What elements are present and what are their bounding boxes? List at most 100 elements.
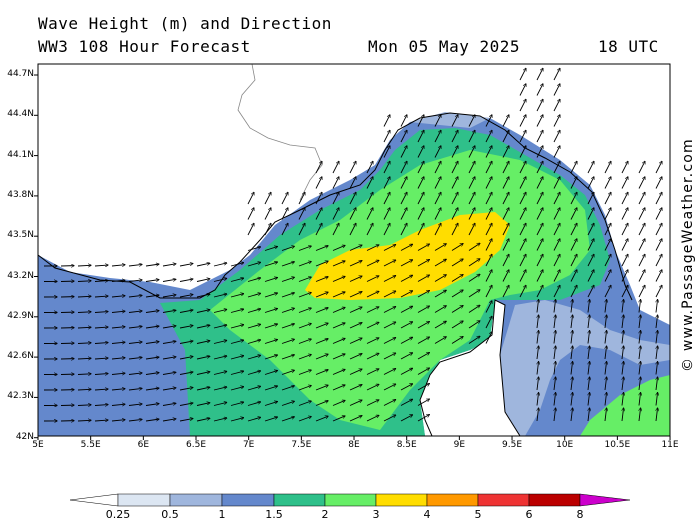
wave-arrow <box>77 281 91 282</box>
wave-arrow <box>655 192 662 205</box>
wave-arrow <box>656 346 658 360</box>
wave-arrow <box>281 355 294 360</box>
wave-arrow <box>400 275 412 282</box>
wave-arrow <box>400 384 412 391</box>
lat-label: 42.3N <box>7 391 34 402</box>
wave-arrow <box>383 161 390 174</box>
wave-arrow <box>128 404 142 406</box>
wave-arrow <box>213 371 227 375</box>
wave-arrow <box>298 339 311 344</box>
wave-arrow <box>179 419 193 422</box>
wave-arrow <box>451 130 458 143</box>
wave-arrow <box>315 339 328 344</box>
wave-arrow <box>588 331 590 344</box>
wave-arrow <box>145 388 159 391</box>
wave-arrow <box>656 377 658 391</box>
wave-arrow <box>162 295 176 298</box>
wave-arrow <box>162 419 176 422</box>
wave-arrow <box>400 337 412 344</box>
wave-arrow <box>383 208 390 220</box>
wave-arrow <box>383 353 396 360</box>
wave-arrow <box>554 393 556 406</box>
wave-arrow <box>400 223 407 236</box>
wave-arrow <box>145 357 159 360</box>
wave-arrow <box>332 400 345 406</box>
wave-arrow <box>145 342 159 344</box>
wave-arrow <box>77 358 91 359</box>
wave-arrow <box>622 331 624 344</box>
wave-arrow <box>298 370 311 375</box>
wave-arrow <box>451 146 458 158</box>
wave-arrow <box>264 340 277 344</box>
wave-arrow <box>332 292 345 298</box>
lon-label: 6.5E <box>186 440 206 450</box>
wave-arrow <box>570 161 577 174</box>
wave-arrow <box>417 260 429 267</box>
wave-arrow <box>588 362 590 375</box>
wave-arrow <box>213 263 227 267</box>
wave-arrow <box>247 324 260 329</box>
wave-arrow <box>315 161 322 174</box>
wave-arrow <box>622 300 624 313</box>
wave-arrow <box>570 192 577 205</box>
wave-arrow <box>298 308 311 313</box>
wave-arrow <box>536 161 543 174</box>
wave-arrow <box>553 270 560 282</box>
wave-arrow <box>621 285 628 298</box>
wave-arrow <box>417 146 424 158</box>
wave-arrow <box>162 279 176 282</box>
wave-arrow <box>264 208 271 220</box>
wave-arrow <box>605 315 607 329</box>
wave-arrow <box>519 177 526 189</box>
wave-arrow <box>366 353 379 360</box>
wave-arrow <box>366 245 379 251</box>
wave-arrow <box>281 417 294 422</box>
legend-swatch <box>477 493 530 507</box>
wave-arrow <box>638 239 645 251</box>
wave-arrow <box>332 369 345 375</box>
wave-arrow <box>111 280 125 281</box>
wave-arrow <box>383 322 396 329</box>
wave-arrow <box>587 285 594 298</box>
wave-arrow <box>332 208 339 220</box>
legend-label: 4 <box>423 508 431 521</box>
wave-arrow <box>94 420 108 421</box>
wave-arrow <box>94 327 108 328</box>
wave-arrow <box>417 368 429 375</box>
wave-arrow <box>400 322 412 329</box>
wave-arrow <box>196 341 210 344</box>
wave-arrow <box>621 161 628 174</box>
wave-arrow <box>605 300 607 313</box>
wave-arrow <box>553 84 560 96</box>
wave-arrow <box>264 309 277 313</box>
wave-arrow <box>111 420 125 421</box>
wave-arrow <box>366 291 379 298</box>
wave-arrow <box>315 354 328 360</box>
wave-arrow <box>656 331 658 344</box>
wave-arrow <box>400 306 412 313</box>
wave-arrow <box>519 68 526 81</box>
wave-arrow <box>179 341 193 344</box>
wave-arrow <box>655 285 662 298</box>
lon-label: 6E <box>137 440 150 450</box>
wave-arrow <box>281 293 294 298</box>
wave-arrow <box>264 293 277 298</box>
lon-label: 11E <box>661 440 679 450</box>
lon-label: 9.5E <box>502 440 523 450</box>
wave-arrow <box>451 223 458 236</box>
wave-arrow <box>417 208 424 220</box>
color-legend <box>69 493 631 507</box>
wave-arrow <box>281 262 294 267</box>
wave-arrow <box>638 208 645 220</box>
wave-arrow <box>400 368 412 375</box>
wave-arrow <box>349 369 362 375</box>
wave-arrow <box>571 315 573 329</box>
wave-arrow <box>519 130 526 143</box>
wave-arrow <box>587 254 594 267</box>
wave-arrow <box>571 362 573 375</box>
wave-arrow <box>196 356 210 360</box>
wave-arrow <box>468 223 475 236</box>
wave-arrow <box>94 312 108 313</box>
legend-swatch <box>375 493 428 507</box>
wave-arrow <box>281 208 288 220</box>
